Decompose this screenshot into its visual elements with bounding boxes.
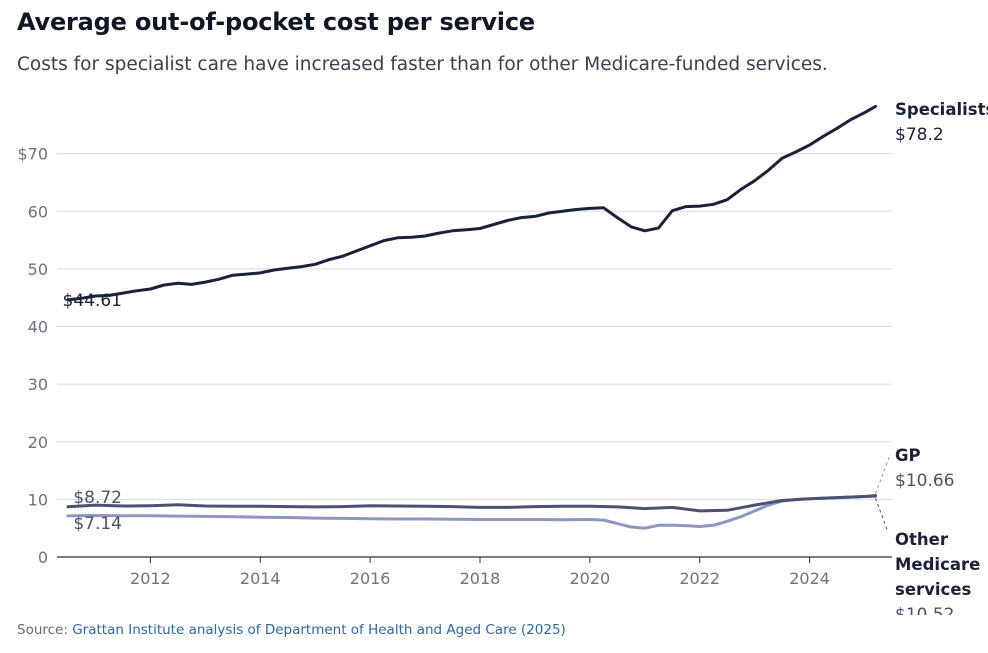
line-chart: 0 10 20 30 40 50 60 $70 2012 2014 2016 2018 2020 2022… bbox=[17, 100, 988, 615]
series-line-other-medicare-services bbox=[66, 494, 877, 530]
start-value-label: $7.14 bbox=[73, 514, 122, 534]
end-series-name: services bbox=[895, 580, 972, 599]
series-lines bbox=[66, 104, 877, 530]
y-tick-label: 30 bbox=[28, 375, 48, 394]
end-series-name: GP bbox=[895, 446, 921, 465]
y-tick-label: 0 bbox=[38, 548, 48, 567]
series-labels: $44.61 $8.72 $7.14 Specialists $78.2 GP $10.66… bbox=[63, 100, 988, 615]
gridlines bbox=[57, 153, 892, 500]
start-value-label: $8.72 bbox=[73, 488, 122, 508]
series-line-specialists bbox=[66, 104, 877, 302]
x-tick-label: 2024 bbox=[789, 569, 830, 588]
end-series-name: Other bbox=[895, 530, 949, 549]
end-series-name: Specialists bbox=[895, 100, 988, 119]
other-label-connector bbox=[875, 498, 889, 533]
chart-title: Average out-of-pocket cost per service bbox=[17, 8, 535, 36]
start-value-label: $44.61 bbox=[63, 291, 122, 311]
x-tick-label: 2016 bbox=[350, 569, 391, 588]
end-value-label: $10.52 bbox=[895, 605, 954, 615]
y-tick-label: $70 bbox=[17, 145, 48, 164]
end-value-label: $10.66 bbox=[895, 471, 954, 491]
axes: 0 10 20 30 40 50 60 $70 2012 2014 2016 2018 2020 2022… bbox=[17, 145, 892, 588]
x-tick-label: 2018 bbox=[460, 569, 501, 588]
end-value-label: $78.2 bbox=[895, 125, 944, 145]
y-tick-label: 10 bbox=[28, 490, 48, 509]
source-note: Source: Grattan Institute analysis of De… bbox=[17, 622, 566, 638]
series-line-gp bbox=[66, 494, 877, 513]
chart-subtitle: Costs for specialist care have increased… bbox=[17, 54, 828, 75]
x-tick-label: 2014 bbox=[240, 569, 281, 588]
x-tick-label: 2012 bbox=[130, 569, 171, 588]
source-link[interactable]: Grattan Institute analysis of Department… bbox=[72, 622, 566, 638]
y-tick-label: 50 bbox=[28, 260, 48, 279]
y-tick-label: 40 bbox=[28, 318, 48, 337]
y-tick-label: 60 bbox=[28, 202, 48, 221]
y-tick-label: 20 bbox=[28, 433, 48, 452]
gp-label-connector bbox=[875, 454, 891, 494]
x-tick-label: 2022 bbox=[679, 569, 720, 588]
source-prefix: Source: bbox=[17, 622, 73, 638]
x-tick-label: 2020 bbox=[570, 569, 611, 588]
end-series-name: Medicare bbox=[895, 555, 980, 574]
